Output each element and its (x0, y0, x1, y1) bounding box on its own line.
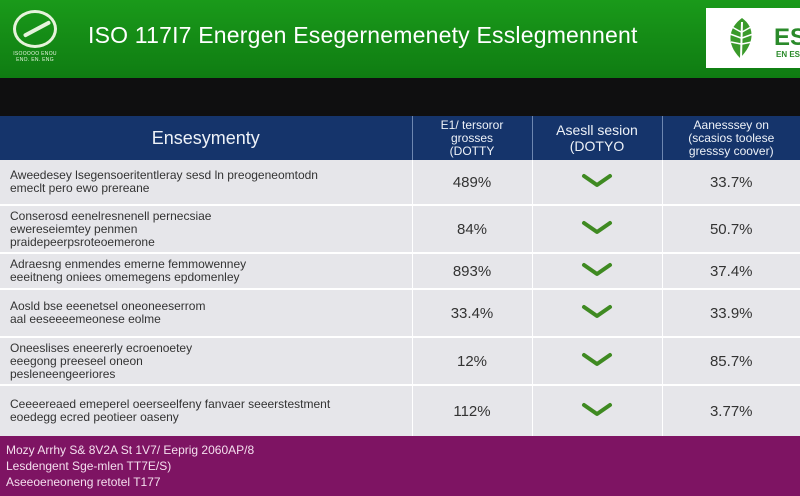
table-row: Aweedesey lsegensoeritentleray sesd ln p… (0, 160, 800, 206)
assessment-table-area: Ensesymenty E1/ tersoror grosses (DOTTY … (0, 116, 800, 438)
row-description-line: Conserosd eenelresnenell pernecsiae (10, 208, 212, 223)
left-logo: ISOOOOO ENOU ENO. EN. ENG (6, 10, 64, 70)
row-description-line: Aosld bse eeenetsel oneoneeserrom (10, 299, 206, 313)
leaf-icon (729, 18, 754, 59)
row-description-line: ewereseiemtey penmen (10, 221, 138, 236)
column-header-ef-line-3: (DOTTY (449, 143, 495, 158)
checkmark-icon (582, 220, 612, 234)
row-description: Conserosd eenelresnenell pernecsiae ewer… (0, 205, 413, 254)
column-header-annual: Aanesssey on (scasios toolese gresssy co… (662, 116, 800, 160)
right-logo-subtext: EN ES (776, 50, 800, 59)
row-value-1: 84% (412, 205, 533, 254)
column-header-assessment: Asesll sesion (DOTYO (532, 116, 663, 160)
row-description-line: aal eeseeeemeonese eolme (10, 312, 161, 326)
left-logo-subtext-1: ISOOOOO ENOU (13, 51, 57, 57)
row-value-2: 33.9% (662, 289, 800, 338)
footer-line: Mozy Arrhy S& 8V2A St 1V7/ Eeprig 2060AP… (6, 443, 255, 457)
column-header-ef-line-1: E1/ tersoror (440, 117, 504, 132)
row-description-line: emeclt pero ewo prereane (10, 181, 150, 195)
top-banner: ISOOOOO ENOU ENO. EN. ENG ISO 117I7 Ener… (0, 0, 800, 78)
checkmark-icon (582, 304, 612, 318)
row-description-line: Aweedesey lsegensoeritentleray sesd ln p… (10, 168, 318, 182)
column-header-assessment-line-1: Asesll sesion (556, 122, 638, 138)
table-row: Aosld bse eeenetsel oneoneeserrom aal ee… (0, 289, 800, 338)
left-logo-subtext-2: ENO. EN. ENG (16, 57, 54, 63)
checkmark-icon (582, 352, 612, 366)
column-header-annual-line-2: (scasios toolese (688, 130, 775, 145)
row-value-2: 33.7% (662, 160, 800, 206)
row-description: Aosld bse eeenetsel oneoneeserrom aal ee… (0, 289, 413, 338)
checkmark-icon (582, 173, 612, 187)
row-value-1: 112% (412, 385, 533, 438)
row-check-cell (532, 205, 663, 254)
row-description-line: eoedegg ecred peotieer oaseny (10, 410, 179, 424)
row-value-2: 3.77% (662, 385, 800, 438)
row-description: Aweedesey lsegensoeritentleray sesd ln p… (0, 160, 413, 206)
row-description-line: Adraesng enmendes emerne femmowenney (10, 257, 247, 271)
table-row: Ceeeereaed emeperel oeerseelfeny fanvaer… (0, 385, 800, 438)
left-logo-subtext: ISOOOOO ENOU ENO. EN. ENG (6, 51, 64, 63)
right-logo-mark: ES (774, 24, 800, 51)
row-value-2: 37.4% (662, 253, 800, 290)
row-description-line: Ceeeereaed emeperel oeerseelfeny fanvaer… (10, 397, 331, 411)
column-header-ef-line-2: grosses (450, 130, 494, 145)
row-description: Adraesng enmendes emerne femmowenney eee… (0, 253, 413, 290)
table-row: Conserosd eenelresnenell pernecsiae ewer… (0, 205, 800, 254)
column-header-ef: E1/ tersoror grosses (DOTTY (412, 116, 533, 160)
table-row: Oneeslises eneererly ecroenoetey eeegong… (0, 337, 800, 386)
checkmark-icon (582, 262, 612, 276)
row-value-1: 33.4% (412, 289, 533, 338)
column-header-assessment-line-2: (DOTYO (569, 138, 625, 154)
row-value-1: 893% (412, 253, 533, 290)
footer-line: Lesdengent Sge-mlen TT7E/S) (6, 459, 172, 473)
row-check-cell (532, 160, 663, 206)
row-description: Ceeeereaed emeperel oeerseelfeny fanvaer… (0, 385, 413, 438)
row-value-2: 50.7% (662, 205, 800, 254)
leaf-ring-icon (13, 10, 57, 48)
footer-line: Aseeoeneoneng retotel T177 (6, 475, 161, 489)
table-header-row: Ensesymenty E1/ tersoror grosses (DOTTY … (0, 116, 800, 160)
row-check-cell (532, 253, 663, 290)
checkmark-icon (582, 402, 612, 416)
row-description-line: eeegong preeseel oneon (10, 353, 143, 368)
row-description-line: Oneeslises eneererly ecroenoetey (10, 340, 193, 355)
row-check-cell (532, 289, 663, 338)
column-header-annual-line-1: Aanesssey on (693, 117, 769, 132)
column-header-annual-line-3: gresssy coover) (688, 143, 774, 158)
table-row: Adraesng enmendes emerne femmowenney eee… (0, 253, 800, 290)
footer-banner: Mozy Arrhy S& 8V2A St 1V7/ Eeprig 2060AP… (0, 436, 800, 496)
column-header-item: Ensesymenty (0, 116, 413, 160)
right-logo: ES EN ES (706, 8, 800, 68)
assessment-table: Ensesymenty E1/ tersoror grosses (DOTTY … (0, 116, 800, 438)
page-title: ISO 117I7 Energen Esegernemenety Esslegm… (88, 22, 638, 48)
row-value-1: 12% (412, 337, 533, 386)
row-check-cell (532, 337, 663, 386)
row-value-2: 85.7% (662, 337, 800, 386)
row-description-line: praidepeerpsroteoemerone (10, 234, 155, 249)
row-description-line: eeeitneng oniees omemegens epdomenley (10, 270, 240, 284)
row-description-line: pesleneengeeriores (10, 366, 116, 381)
row-value-1: 489% (412, 160, 533, 206)
row-description: Oneeslises eneererly ecroenoetey eeegong… (0, 337, 413, 386)
row-check-cell (532, 385, 663, 438)
